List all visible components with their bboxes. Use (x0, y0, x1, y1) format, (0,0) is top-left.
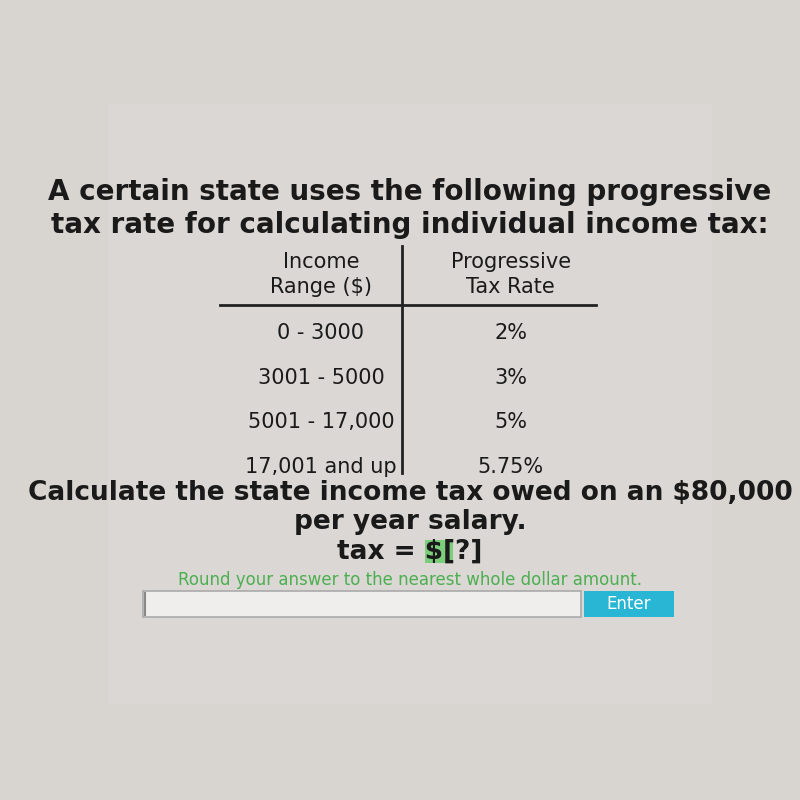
Text: 3%: 3% (494, 368, 527, 388)
Text: Range ($): Range ($) (270, 277, 372, 297)
FancyBboxPatch shape (108, 104, 712, 704)
Text: per year salary.: per year salary. (294, 509, 526, 535)
Text: tax = $[?]: tax = $[?] (338, 539, 482, 565)
Text: 5.75%: 5.75% (478, 457, 544, 477)
Text: 5001 - 17,000: 5001 - 17,000 (247, 413, 394, 433)
FancyBboxPatch shape (100, 96, 720, 712)
Text: 2%: 2% (494, 323, 527, 343)
FancyBboxPatch shape (425, 540, 453, 563)
Text: 3001 - 5000: 3001 - 5000 (258, 368, 384, 388)
Text: Income: Income (282, 251, 359, 271)
Text: A certain state uses the following progressive: A certain state uses the following progr… (48, 178, 772, 206)
Text: Tax Rate: Tax Rate (466, 277, 555, 297)
Text: 5%: 5% (494, 413, 527, 433)
Text: Enter: Enter (606, 595, 651, 613)
FancyBboxPatch shape (142, 591, 581, 618)
Text: Calculate the state income tax owed on an $80,000: Calculate the state income tax owed on a… (28, 479, 792, 506)
Text: tax rate for calculating individual income tax:: tax rate for calculating individual inco… (51, 211, 769, 239)
Text: Round your answer to the nearest whole dollar amount.: Round your answer to the nearest whole d… (178, 570, 642, 589)
Text: 17,001 and up: 17,001 and up (245, 457, 397, 477)
Text: Progressive: Progressive (450, 251, 571, 271)
FancyBboxPatch shape (584, 591, 674, 618)
Text: 0 - 3000: 0 - 3000 (278, 323, 364, 343)
